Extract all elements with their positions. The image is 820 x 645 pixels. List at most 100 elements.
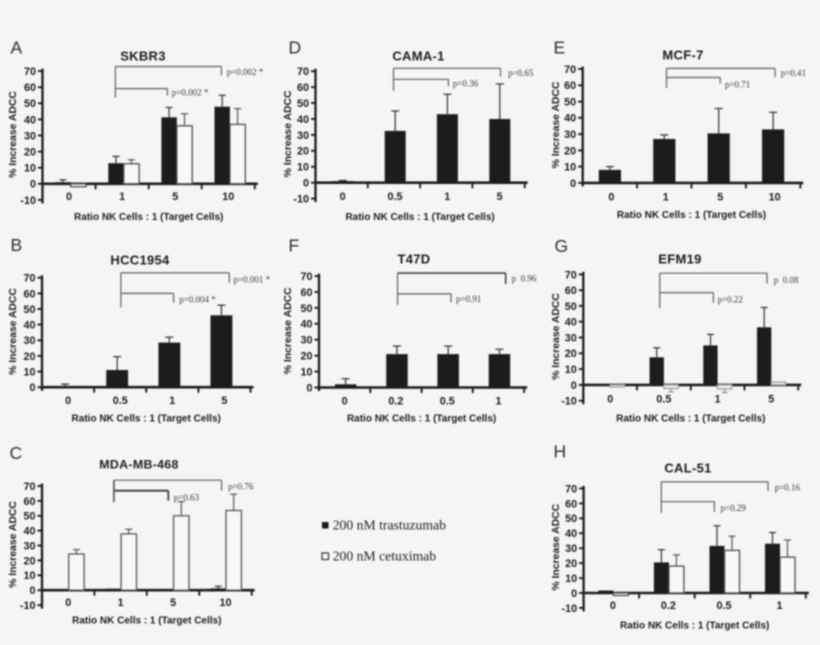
svg-text:20: 20 (24, 147, 36, 159)
svg-text:20: 20 (297, 146, 309, 158)
svg-text:D: D (289, 38, 302, 58)
svg-text:1: 1 (776, 600, 782, 612)
svg-text:HCC1954: HCC1954 (110, 253, 170, 268)
svg-text:1: 1 (118, 597, 124, 609)
svg-text:50: 50 (24, 98, 36, 110)
svg-text:0: 0 (29, 585, 35, 597)
svg-text:CAL-51: CAL-51 (664, 461, 711, 476)
svg-text:10: 10 (297, 162, 309, 174)
svg-text:0: 0 (608, 192, 614, 204)
svg-text:0.2: 0.2 (388, 396, 403, 408)
svg-text:0: 0 (29, 382, 35, 394)
svg-text:40: 40 (300, 319, 312, 331)
svg-text:0: 0 (306, 382, 312, 394)
svg-text:0: 0 (571, 588, 577, 600)
svg-text:0: 0 (30, 179, 36, 191)
svg-text:0: 0 (571, 380, 577, 392)
svg-text:50: 50 (23, 304, 35, 316)
svg-text:40: 40 (565, 317, 577, 329)
svg-text:10: 10 (565, 364, 577, 376)
svg-text:-10: -10 (561, 396, 577, 408)
svg-text:60: 60 (24, 82, 36, 94)
svg-text:SKBR3: SKBR3 (120, 49, 166, 64)
svg-text:% Increase ADCC: % Increase ADCC (283, 90, 294, 177)
svg-text:B: B (11, 235, 23, 255)
svg-text:50: 50 (297, 98, 309, 110)
svg-text:5: 5 (717, 192, 723, 204)
svg-text:0: 0 (66, 191, 72, 203)
svg-text:20: 20 (300, 351, 312, 363)
svg-text:0: 0 (340, 191, 346, 203)
svg-text:20: 20 (565, 558, 577, 570)
svg-text:10: 10 (219, 597, 231, 609)
svg-text:30: 30 (300, 335, 312, 347)
svg-text:p=0.29: p=0.29 (721, 503, 747, 513)
svg-text:0.5: 0.5 (113, 395, 128, 407)
svg-text:p=0.41: p=0.41 (781, 68, 806, 78)
svg-text:1: 1 (119, 191, 125, 203)
svg-text:20: 20 (565, 348, 577, 360)
svg-text:p=0.65: p=0.65 (508, 68, 534, 78)
svg-text:40: 40 (565, 528, 577, 540)
svg-text:G: G (555, 236, 569, 256)
svg-text:p=0.004 *: p=0.004 * (179, 295, 216, 305)
svg-text:% Increase ADCC: % Increase ADCC (283, 287, 294, 374)
svg-text:10: 10 (23, 570, 35, 582)
svg-text:% Increase ADCC: % Increase ADCC (8, 91, 19, 178)
svg-text:30: 30 (564, 129, 576, 141)
svg-text:Ratio NK Cells : 1 (Target Cel: Ratio NK Cells : 1 (Target Cells) (616, 414, 765, 425)
svg-text:0.5: 0.5 (716, 600, 731, 612)
svg-text:% Increase ADCC: % Increase ADCC (551, 293, 562, 380)
svg-text:F: F (289, 236, 300, 256)
svg-text:0: 0 (65, 597, 71, 609)
svg-text:p=0.71: p=0.71 (725, 79, 750, 89)
svg-text:10: 10 (769, 192, 781, 204)
svg-text:30: 30 (297, 130, 309, 142)
svg-text:60: 60 (23, 288, 35, 300)
svg-text:70: 70 (565, 483, 577, 495)
svg-text:% Increase ADCC: % Increase ADCC (8, 501, 19, 588)
svg-text:p 0.08: p 0.08 (774, 275, 799, 285)
svg-text:200 nM trastuzumab: 200 nM trastuzumab (333, 518, 446, 533)
svg-text:5: 5 (497, 191, 503, 203)
svg-text:40: 40 (564, 113, 576, 125)
svg-text:60: 60 (23, 496, 35, 508)
svg-text:E: E (554, 38, 566, 58)
svg-text:0.5: 0.5 (387, 191, 402, 203)
svg-text:MDA-MB-468: MDA-MB-468 (99, 458, 178, 472)
svg-text:40: 40 (23, 320, 35, 332)
svg-text:1: 1 (169, 395, 175, 407)
svg-text:Ratio NK Cells : 1 (Target Cel: Ratio NK Cells : 1 (Target Cells) (72, 414, 221, 425)
svg-text:70: 70 (297, 66, 309, 78)
svg-text:0.5: 0.5 (656, 393, 671, 405)
svg-text:1: 1 (495, 396, 501, 408)
svg-text:30: 30 (23, 335, 35, 347)
svg-text:70: 70 (300, 271, 312, 283)
svg-text:T47D: T47D (398, 252, 431, 267)
svg-text:50: 50 (565, 301, 577, 313)
svg-text:% Increase ADCC: % Increase ADCC (551, 503, 562, 590)
svg-text:5: 5 (170, 597, 176, 609)
svg-text:50: 50 (300, 303, 312, 315)
svg-text:A: A (11, 38, 23, 58)
svg-text:% Increase ADCC: % Increase ADCC (8, 288, 19, 375)
svg-text:% Increase ADCC: % Increase ADCC (551, 81, 562, 168)
svg-text:20: 20 (564, 145, 576, 157)
svg-text:60: 60 (297, 82, 309, 94)
svg-text:p 0.96: p 0.96 (512, 273, 537, 283)
svg-text:Ratio NK Cells : 1 (Target Cel: Ratio NK Cells : 1 (Target Cells) (617, 210, 766, 221)
svg-text:50: 50 (23, 511, 35, 523)
svg-text:50: 50 (564, 97, 576, 109)
svg-text:-10: -10 (20, 195, 36, 207)
svg-text:200 nM cetuximab: 200 nM cetuximab (333, 549, 437, 564)
svg-text:20: 20 (23, 555, 35, 567)
svg-text:40: 40 (24, 114, 36, 126)
svg-text:10: 10 (565, 573, 577, 585)
svg-text:5: 5 (172, 191, 178, 203)
svg-text:70: 70 (23, 481, 35, 493)
svg-text:H: H (554, 442, 567, 462)
svg-text:-10: -10 (561, 603, 577, 615)
svg-text:Ratio NK Cells : 1 (Target Cel: Ratio NK Cells : 1 (Target Cells) (347, 414, 496, 425)
svg-text:EFM19: EFM19 (658, 252, 701, 267)
svg-text:30: 30 (24, 130, 36, 142)
